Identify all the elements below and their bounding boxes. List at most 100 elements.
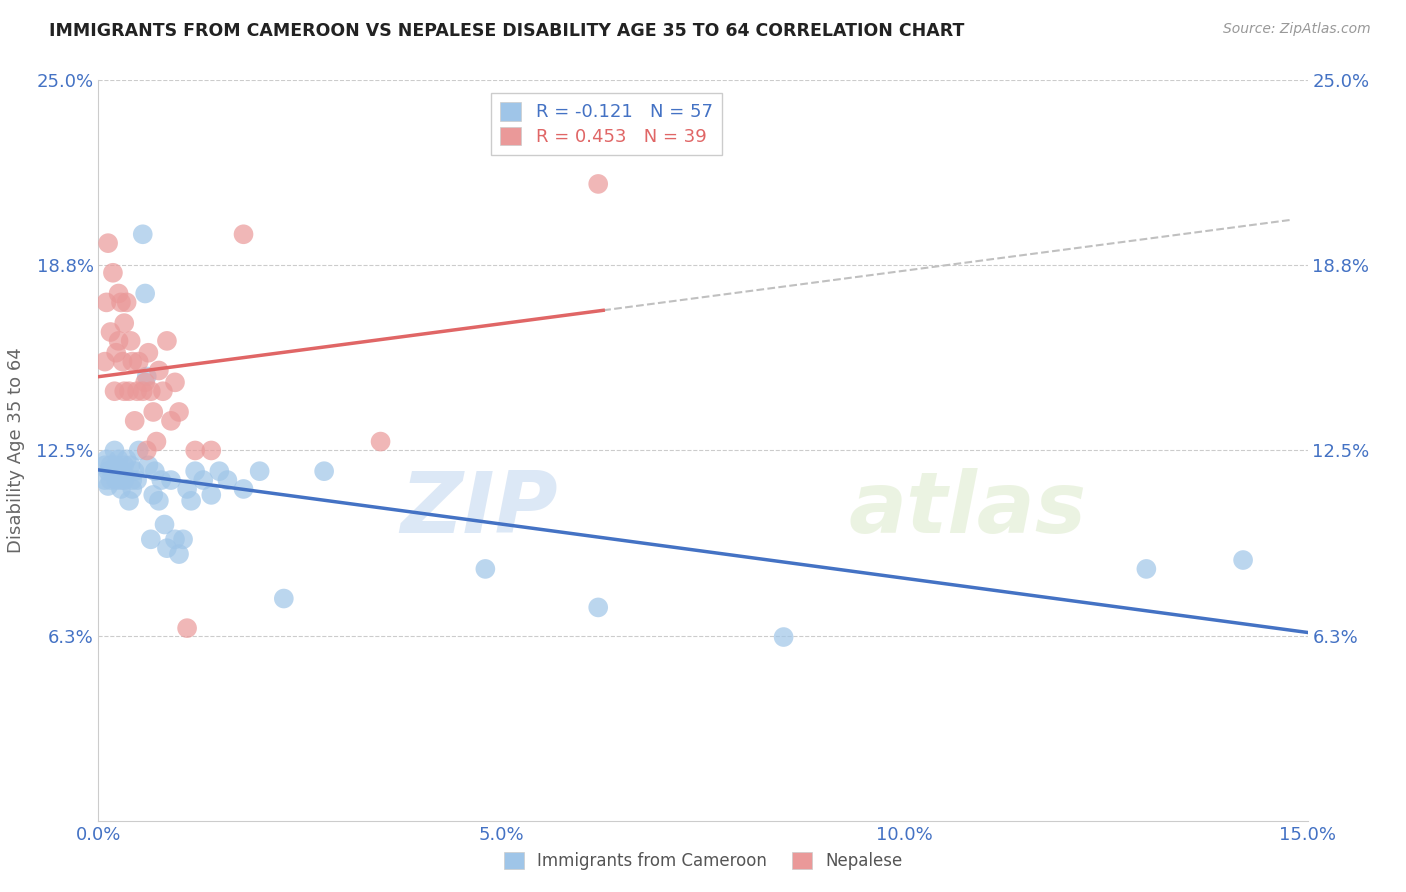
Point bbox=[156, 334, 179, 348]
Point bbox=[148, 363, 170, 377]
Point bbox=[167, 405, 190, 419]
Point bbox=[111, 464, 134, 478]
Point bbox=[132, 227, 155, 242]
Point bbox=[135, 443, 157, 458]
Point bbox=[112, 473, 135, 487]
Point bbox=[586, 177, 609, 191]
Point bbox=[143, 464, 166, 478]
Point bbox=[273, 591, 295, 606]
Point bbox=[110, 295, 132, 310]
Point bbox=[121, 482, 143, 496]
Point bbox=[176, 621, 198, 635]
Point bbox=[127, 384, 149, 399]
Point bbox=[142, 488, 165, 502]
Point bbox=[232, 482, 254, 496]
Point bbox=[139, 384, 162, 399]
Point bbox=[138, 345, 160, 359]
Text: Source: ZipAtlas.com: Source: ZipAtlas.com bbox=[1223, 22, 1371, 37]
Point bbox=[110, 482, 132, 496]
Y-axis label: Disability Age 35 to 64: Disability Age 35 to 64 bbox=[7, 348, 25, 553]
Point bbox=[152, 384, 174, 399]
Point bbox=[160, 473, 183, 487]
Point bbox=[94, 354, 117, 368]
Point bbox=[134, 376, 156, 390]
Point bbox=[772, 630, 794, 644]
Point bbox=[156, 541, 179, 556]
Point bbox=[100, 473, 122, 487]
Point bbox=[314, 464, 336, 478]
Point bbox=[217, 473, 239, 487]
Point bbox=[134, 286, 156, 301]
Point bbox=[100, 458, 122, 473]
Point bbox=[103, 384, 125, 399]
Point bbox=[145, 434, 167, 449]
Point bbox=[121, 473, 143, 487]
Point bbox=[111, 354, 134, 368]
Point bbox=[101, 464, 124, 478]
Point bbox=[107, 464, 129, 478]
Point bbox=[115, 295, 138, 310]
Point bbox=[105, 473, 128, 487]
Point bbox=[232, 227, 254, 242]
Point bbox=[139, 533, 162, 547]
Text: IMMIGRANTS FROM CAMEROON VS NEPALESE DISABILITY AGE 35 TO 64 CORRELATION CHART: IMMIGRANTS FROM CAMEROON VS NEPALESE DIS… bbox=[49, 22, 965, 40]
Point bbox=[167, 547, 190, 561]
Point bbox=[150, 473, 173, 487]
Point bbox=[180, 493, 202, 508]
Text: ZIP: ZIP bbox=[401, 468, 558, 551]
Point bbox=[163, 376, 186, 390]
Point bbox=[200, 488, 222, 502]
Point bbox=[97, 479, 120, 493]
Point bbox=[1135, 562, 1157, 576]
Point bbox=[370, 434, 392, 449]
Point bbox=[138, 458, 160, 473]
Point bbox=[184, 443, 207, 458]
Point bbox=[112, 384, 135, 399]
Point bbox=[128, 443, 150, 458]
Point bbox=[153, 517, 176, 532]
Point bbox=[184, 464, 207, 478]
Point bbox=[474, 562, 496, 576]
Point bbox=[96, 295, 118, 310]
Point bbox=[148, 493, 170, 508]
Point bbox=[120, 458, 142, 473]
Point bbox=[208, 464, 231, 478]
Point bbox=[101, 266, 124, 280]
Point bbox=[1232, 553, 1254, 567]
Point bbox=[142, 405, 165, 419]
Point bbox=[112, 316, 135, 330]
Legend: R = -0.121   N = 57, R = 0.453   N = 39: R = -0.121 N = 57, R = 0.453 N = 39 bbox=[491, 93, 721, 155]
Point bbox=[132, 384, 155, 399]
Point bbox=[105, 458, 128, 473]
Point bbox=[200, 443, 222, 458]
Point bbox=[160, 414, 183, 428]
Point bbox=[120, 334, 142, 348]
Point bbox=[107, 286, 129, 301]
Point bbox=[94, 473, 117, 487]
Point bbox=[163, 533, 186, 547]
Point bbox=[586, 600, 609, 615]
Point bbox=[118, 493, 141, 508]
Point bbox=[97, 236, 120, 251]
Point bbox=[97, 464, 120, 478]
Point bbox=[128, 354, 150, 368]
Point bbox=[94, 458, 117, 473]
Point bbox=[110, 473, 132, 487]
Point bbox=[135, 369, 157, 384]
Legend: Immigrants from Cameroon, Nepalese: Immigrants from Cameroon, Nepalese bbox=[496, 845, 910, 877]
Point bbox=[124, 464, 146, 478]
Point bbox=[124, 414, 146, 428]
Point bbox=[172, 533, 194, 547]
Point bbox=[176, 482, 198, 496]
Point bbox=[112, 458, 135, 473]
Point bbox=[105, 345, 128, 359]
Point bbox=[107, 452, 129, 467]
Point bbox=[107, 334, 129, 348]
Point bbox=[118, 384, 141, 399]
Point bbox=[193, 473, 215, 487]
Point bbox=[103, 443, 125, 458]
Point bbox=[115, 452, 138, 467]
Point bbox=[127, 473, 149, 487]
Point bbox=[96, 452, 118, 467]
Point bbox=[100, 325, 122, 339]
